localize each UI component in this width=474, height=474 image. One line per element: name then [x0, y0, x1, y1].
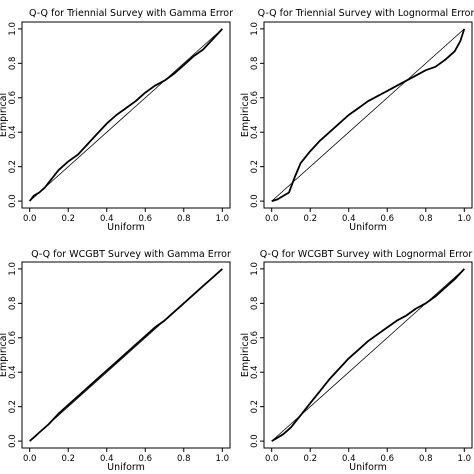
qq-series-line: [28, 28, 223, 202]
reference-line: [29, 28, 223, 202]
x-axis-label: Uniform: [107, 462, 145, 473]
qq-panel-3: Q-Q for WCGBT Survey with Gamma Error 0.0…: [0, 249, 231, 473]
y-axis-label: Empirical: [0, 333, 9, 377]
y-tick-label: 0.2: [8, 400, 18, 414]
y-tick-label: 0.4: [250, 365, 260, 379]
x-tick-label: 0.6: [138, 214, 152, 224]
y-axis-label: Empirical: [0, 93, 9, 137]
y-tick-label: 1.0: [8, 22, 18, 36]
y-tick-label: 1.0: [8, 262, 18, 276]
x-tick-label: 0.6: [138, 454, 152, 464]
x-axis-label: Uniform: [349, 462, 387, 473]
y-tick-label: 1.0: [250, 262, 260, 276]
x-tick-label: 0.2: [303, 214, 317, 224]
panel-title: Q-Q for Triennial Survey with Gamma Erro…: [29, 8, 233, 19]
x-tick-label: 0.8: [419, 214, 433, 224]
x-tick-label: 0.8: [419, 454, 433, 464]
x-tick-label: 0.0: [23, 214, 37, 224]
plot-frame: [263, 261, 473, 449]
x-tick-label: 1.0: [216, 454, 230, 464]
x-tick-label: 0.4: [342, 214, 356, 224]
y-tick-label: 0.8: [250, 297, 260, 311]
qq-series-line: [271, 268, 465, 442]
x-axis-label: Uniform: [349, 222, 387, 233]
x-tick-label: 0.0: [265, 214, 279, 224]
x-tick-label: 1.0: [458, 454, 472, 464]
x-tick-label: 1.0: [458, 214, 472, 224]
y-tick-label: 0.8: [250, 57, 260, 71]
x-tick-label: 0.4: [100, 454, 114, 464]
x-tick-label: 1.0: [216, 214, 230, 224]
x-tick-label: 0.8: [177, 214, 191, 224]
qq-series-line: [29, 268, 223, 442]
x-tick-label: 0.2: [61, 454, 75, 464]
y-axis-label: Empirical: [240, 333, 251, 377]
y-tick-label: 0.6: [250, 91, 260, 105]
reference-line: [271, 28, 465, 202]
y-tick-label: 0.4: [250, 125, 260, 139]
plot-frame: [21, 21, 231, 209]
y-tick-label: 0.8: [8, 57, 18, 71]
y-tick-label: 0.2: [250, 400, 260, 414]
x-tick-label: 0.6: [380, 454, 394, 464]
x-tick-label: 0.6: [380, 214, 394, 224]
x-tick-label: 0.2: [303, 454, 317, 464]
y-tick-label: 1.0: [250, 22, 260, 36]
y-tick-label: 0.2: [8, 160, 18, 174]
panel-title: Q-Q for WCGBT Survey with Gamma Error: [31, 249, 231, 260]
y-tick-label: 0.6: [8, 91, 18, 105]
panel-title: Q-Q for WCGBT Survey with Lognormal Erro…: [260, 249, 473, 260]
plot-frame: [21, 261, 231, 449]
y-tick-label: 0.2: [250, 160, 260, 174]
x-tick-label: 0.4: [342, 454, 356, 464]
y-tick-label: 0.6: [250, 331, 260, 345]
x-tick-label: 0.8: [177, 454, 191, 464]
qq-panel-4: Q-Q for WCGBT Survey with Lognormal Erro…: [240, 249, 473, 473]
x-tick-label: 0.0: [23, 454, 37, 464]
qq-panel-2: Q-Q for Triennial Survey with Lognormal …: [240, 8, 474, 233]
x-tick-label: 0.4: [100, 214, 114, 224]
x-tick-label: 0.2: [61, 214, 75, 224]
y-tick-label: 0.6: [8, 331, 18, 345]
plot-frame: [263, 21, 473, 209]
y-tick-label: 0.4: [8, 125, 18, 139]
x-tick-label: 0.0: [265, 454, 279, 464]
y-tick-label: 0.0: [8, 194, 18, 208]
y-tick-label: 0.4: [8, 365, 18, 379]
y-tick-label: 0.0: [250, 194, 260, 208]
y-tick-label: 0.0: [250, 434, 260, 448]
x-axis-label: Uniform: [107, 222, 145, 233]
y-tick-label: 0.0: [8, 434, 18, 448]
qq-series-line: [271, 28, 466, 202]
qq-panel-1: Q-Q for Triennial Survey with Gamma Erro…: [0, 8, 233, 233]
y-tick-label: 0.8: [8, 297, 18, 311]
y-axis-label: Empirical: [240, 93, 251, 137]
panel-title: Q-Q for Triennial Survey with Lognormal …: [258, 8, 474, 19]
